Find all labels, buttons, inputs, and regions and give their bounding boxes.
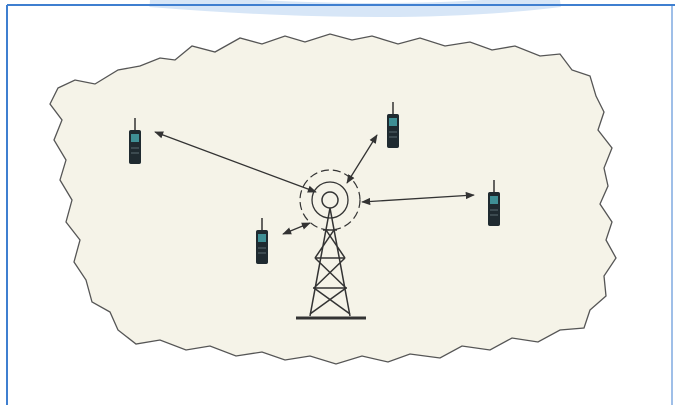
link [154, 131, 317, 193]
signal-rings [299, 169, 361, 231]
link [282, 222, 311, 235]
tower [296, 207, 366, 320]
link [346, 134, 378, 184]
links [154, 131, 475, 235]
link [361, 191, 475, 206]
coverage-area [49, 33, 617, 365]
